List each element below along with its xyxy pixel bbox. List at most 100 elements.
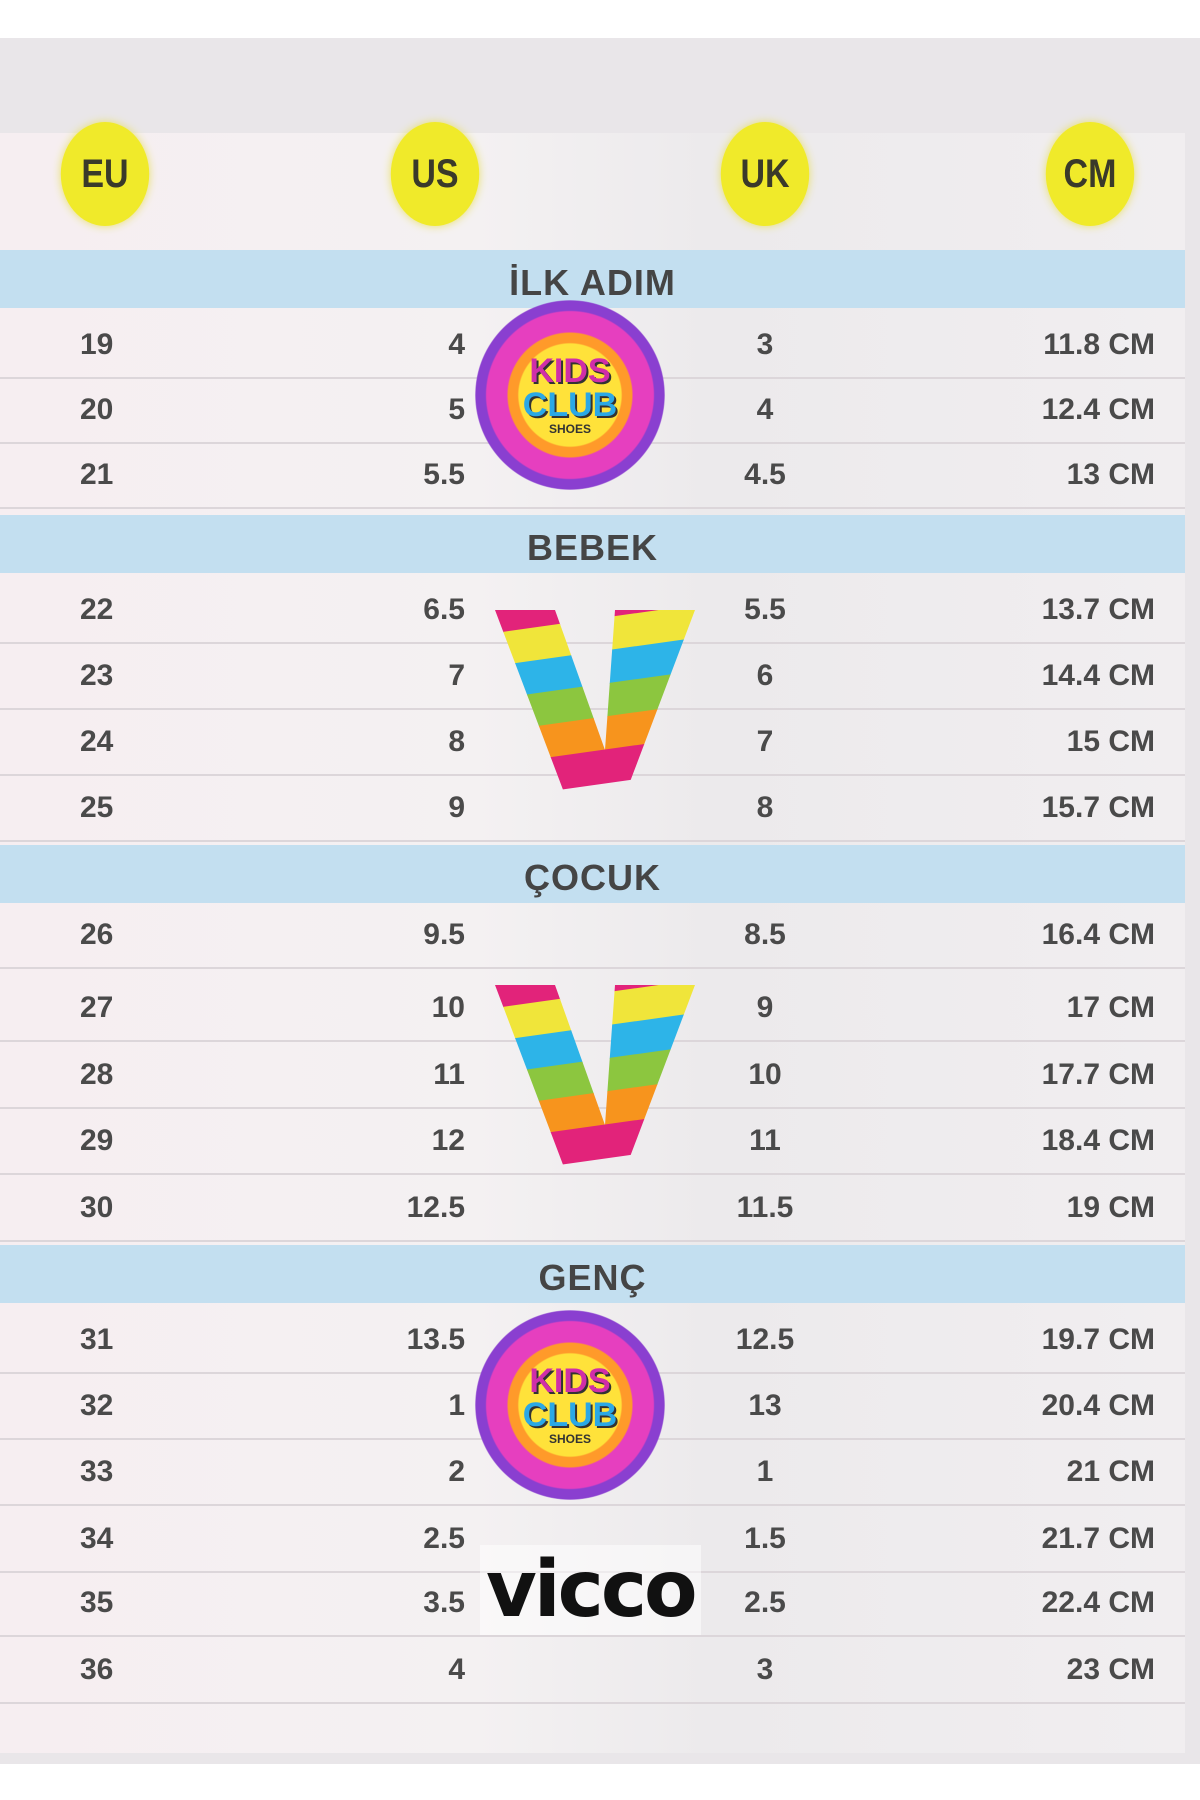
size-uk: 7	[756, 725, 774, 758]
logo-text: CLUB	[522, 386, 618, 424]
size-cm: 19 CM	[1066, 1191, 1155, 1224]
size-cm: 19.7 CM	[1041, 1323, 1155, 1356]
row-divider	[0, 1635, 1185, 1637]
section-band: BEBEK	[0, 515, 1185, 573]
size-cm: 14.4 CM	[1041, 659, 1155, 692]
size-cm: 15.7 CM	[1041, 791, 1155, 824]
row-divider	[0, 708, 1185, 710]
size-cm: 20.4 CM	[1041, 1389, 1155, 1422]
row-divider	[0, 1504, 1185, 1506]
size-us: 3.5	[423, 1586, 465, 1619]
header-eu: EU	[60, 122, 150, 226]
size-uk: 4	[756, 393, 774, 426]
logo-text: SHOES	[548, 422, 591, 436]
header-uk: UK	[720, 122, 810, 226]
size-eu: 31	[80, 1323, 114, 1356]
size-eu: 24	[80, 725, 114, 758]
size-uk: 13	[748, 1389, 782, 1422]
size-cm: 17.7 CM	[1041, 1058, 1155, 1091]
size-cm: 17 CM	[1066, 991, 1155, 1024]
size-uk: 11	[749, 1124, 781, 1157]
size-cm: 23 CM	[1066, 1653, 1155, 1686]
section-band: GENÇ	[0, 1245, 1185, 1303]
size-eu: 27	[80, 991, 114, 1024]
v-logo	[495, 600, 695, 800]
size-us: 12	[431, 1124, 465, 1157]
size-cm: 12.4 CM	[1041, 393, 1155, 426]
kids-club-logo: KIDS CLUB SHOES	[475, 300, 665, 490]
size-cm: 18.4 CM	[1041, 1124, 1155, 1157]
row-divider	[0, 967, 1185, 969]
size-us: 12.5	[406, 1191, 465, 1224]
size-us: 4	[448, 328, 465, 361]
section-title: ÇOCUK	[524, 857, 661, 898]
v-logo	[495, 975, 695, 1175]
size-uk: 2.5	[744, 1586, 786, 1619]
size-uk: 11.5	[736, 1191, 794, 1224]
size-us: 8	[448, 725, 465, 758]
kids-club-logo: KIDS CLUB SHOES	[475, 1310, 665, 1500]
size-us: 5	[448, 393, 465, 426]
size-uk: 12.5	[735, 1323, 795, 1356]
section-title: GENÇ	[538, 1257, 647, 1298]
size-cm: 11.8 CM	[1043, 328, 1155, 361]
size-eu: 32	[80, 1389, 114, 1422]
size-eu: 26	[80, 918, 114, 951]
logo-text: KIDS	[529, 1362, 611, 1400]
row-divider	[0, 1173, 1185, 1175]
size-eu: 36	[80, 1653, 114, 1686]
size-eu: 22	[80, 593, 114, 626]
size-eu: 23	[80, 659, 114, 692]
size-us: 2.5	[423, 1522, 465, 1555]
row-divider	[0, 507, 1185, 509]
size-cm: 22.4 CM	[1041, 1586, 1155, 1619]
size-us: 11	[433, 1058, 465, 1091]
size-eu: 30	[80, 1191, 114, 1224]
size-us: 9	[448, 791, 465, 824]
section-band: İLK ADIM	[0, 250, 1185, 308]
logo-text: CLUB	[522, 1396, 618, 1434]
size-eu: 21	[80, 458, 114, 491]
size-uk: 10	[748, 1058, 782, 1091]
size-cm: 21 CM	[1066, 1455, 1155, 1488]
size-eu: 29	[80, 1124, 114, 1157]
section-band: ÇOCUK	[0, 845, 1185, 903]
row-divider	[0, 1240, 1185, 1242]
size-cm: 13 CM	[1066, 458, 1155, 491]
size-uk: 4.5	[744, 458, 786, 491]
size-us: 13.5	[406, 1323, 465, 1356]
section-title: İLK ADIM	[509, 262, 676, 303]
size-cm: 13.7 CM	[1041, 593, 1155, 626]
size-eu: 20	[80, 393, 114, 426]
size-us: 9.5	[423, 918, 465, 951]
size-eu: 35	[80, 1586, 114, 1619]
size-eu: 19	[80, 328, 114, 361]
size-us: 5.5	[423, 458, 465, 491]
row-divider	[0, 1702, 1185, 1704]
size-uk: 9	[756, 991, 774, 1024]
size-us: 6.5	[423, 593, 465, 626]
size-us: 1	[448, 1389, 465, 1422]
header-cm: CM	[1045, 122, 1135, 226]
size-uk: 1	[756, 1455, 774, 1488]
size-cm: 21.7 CM	[1041, 1522, 1155, 1555]
logo-text: KIDS	[529, 352, 611, 390]
size-us: 4	[448, 1653, 465, 1686]
size-us: 7	[448, 659, 465, 692]
section-title: BEBEK	[526, 527, 659, 568]
size-us: 10	[431, 991, 465, 1024]
size-eu: 28	[80, 1058, 114, 1091]
size-uk: 1.5	[744, 1522, 786, 1555]
row-divider	[0, 1040, 1185, 1042]
size-eu: 25	[80, 791, 114, 824]
size-uk: 3	[756, 1653, 774, 1686]
size-uk: 8.5	[744, 918, 786, 951]
size-us: 2	[448, 1455, 465, 1488]
size-eu: 33	[80, 1455, 114, 1488]
row-divider	[0, 840, 1185, 842]
vicco-logo: vicco	[480, 1545, 701, 1635]
logo-text: SHOES	[548, 1432, 591, 1446]
size-uk: 8	[756, 791, 774, 824]
size-uk: 6	[756, 659, 774, 692]
size-eu: 34	[80, 1522, 114, 1555]
